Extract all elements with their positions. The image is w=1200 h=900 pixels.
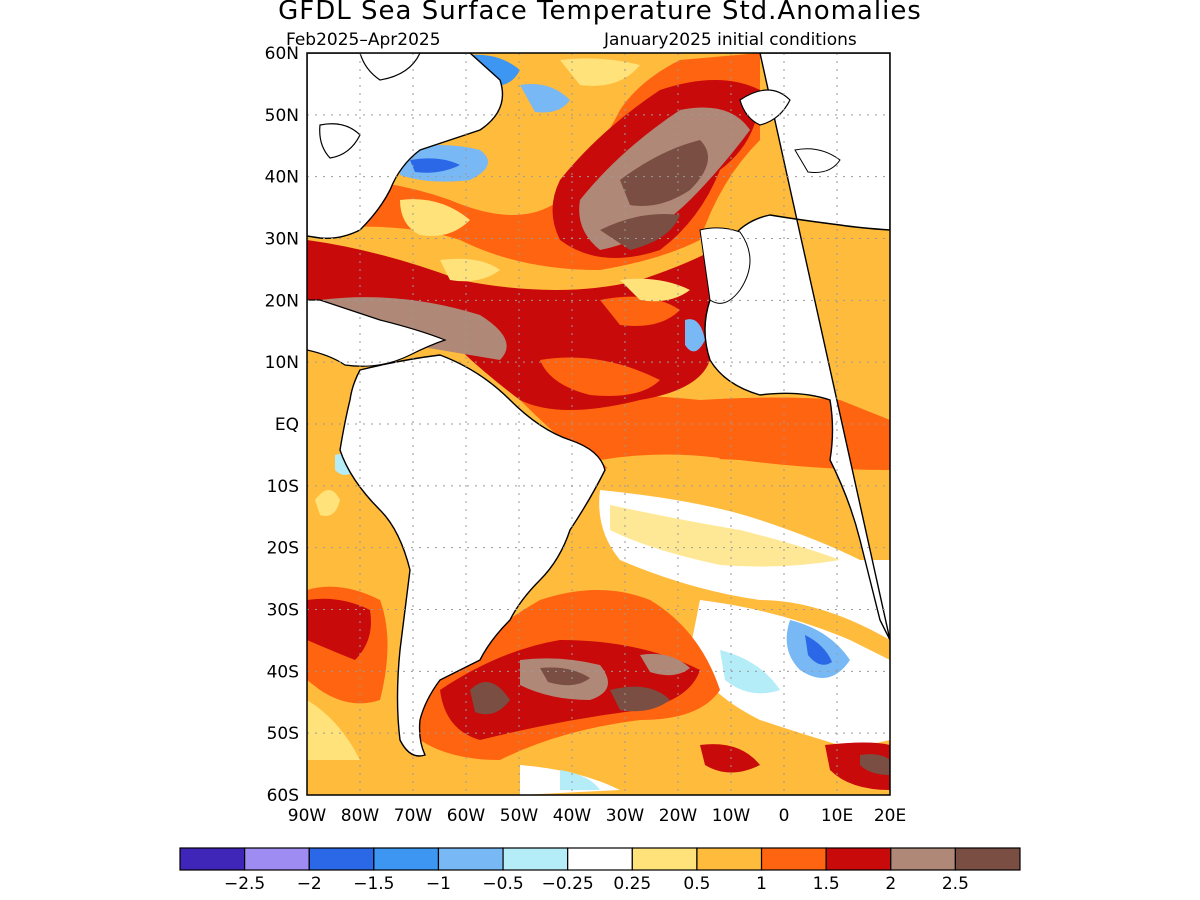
color-bar: −2.5 −2 −1.5 −1 −0.5 −0.25 0.25 0.5 1 1.5 2 2.5 bbox=[179, 847, 1021, 894]
lon-tick-label: 70W bbox=[394, 806, 433, 826]
color-bar-swatch bbox=[437, 847, 504, 871]
lat-tick-label: 50N bbox=[265, 106, 299, 126]
lon-tick-label: 10E bbox=[821, 806, 853, 826]
lat-tick-label: EQ bbox=[275, 415, 299, 435]
color-bar-swatch bbox=[373, 847, 440, 871]
longitude-axis: 90W 80W 70W 60W 50W 40W 30W 20W 10W 0 10E 20E bbox=[288, 806, 906, 826]
lat-tick-label: 20S bbox=[267, 539, 299, 559]
lon-tick-label: 90W bbox=[288, 806, 327, 826]
latitude-axis: 60N 50N 40N 30N 20N 10N EQ 10S 20S 30S 40S 50S 60S bbox=[265, 44, 299, 806]
color-bar-label: −1 bbox=[426, 874, 451, 894]
lat-tick-label: 40S bbox=[267, 662, 299, 682]
lat-tick-label: 10N bbox=[265, 353, 299, 373]
initial-conditions: January2025 initial conditions bbox=[604, 30, 857, 50]
color-bar-label: −2 bbox=[297, 874, 322, 894]
color-bar-swatch bbox=[954, 847, 1021, 871]
color-bar-label: −1.5 bbox=[353, 874, 394, 894]
lat-lon-grid bbox=[307, 53, 890, 795]
map-field bbox=[307, 53, 890, 795]
color-bar-label: −0.25 bbox=[542, 874, 594, 894]
lat-tick-label: 30N bbox=[265, 230, 299, 250]
lon-tick-label: 50W bbox=[500, 806, 539, 826]
lon-tick-label: 80W bbox=[341, 806, 380, 826]
lat-tick-label: 20N bbox=[265, 291, 299, 311]
lon-tick-label: 10W bbox=[712, 806, 751, 826]
lat-tick-label: 30S bbox=[267, 601, 299, 621]
lat-tick-label: 40N bbox=[265, 168, 299, 188]
color-bar-label: 1 bbox=[756, 874, 767, 894]
color-bar-swatch bbox=[308, 847, 375, 871]
color-bar-label: 0.5 bbox=[683, 874, 710, 894]
color-bar-swatch bbox=[179, 847, 246, 871]
color-bar-swatch bbox=[890, 847, 956, 871]
lat-tick-label: 10S bbox=[267, 477, 299, 497]
color-bar-label: −2.5 bbox=[224, 874, 265, 894]
lon-tick-label: 30W bbox=[606, 806, 645, 826]
color-bar-swatch bbox=[760, 847, 827, 871]
color-bar-swatch bbox=[502, 847, 569, 871]
color-bar-swatch bbox=[567, 847, 633, 871]
color-bar-label: 1.5 bbox=[813, 874, 840, 894]
color-bar-swatch bbox=[244, 847, 310, 871]
lon-tick-label: 40W bbox=[553, 806, 592, 826]
lat-tick-label: 60N bbox=[265, 44, 299, 64]
lon-tick-label: 20W bbox=[659, 806, 698, 826]
color-bar-swatch bbox=[825, 847, 892, 871]
color-bar-label: 2 bbox=[885, 874, 896, 894]
lon-tick-label: 20E bbox=[874, 806, 906, 826]
map-title: GFDL Sea Surface Temperature Std.Anomali… bbox=[278, 0, 922, 26]
color-bar-swatch bbox=[631, 847, 698, 871]
color-bar-label: −0.5 bbox=[482, 874, 523, 894]
color-bar-label: 0.25 bbox=[613, 874, 651, 894]
color-bar-label: 2.5 bbox=[942, 874, 969, 894]
forecast-period: Feb2025–Apr2025 bbox=[286, 30, 441, 50]
lon-tick-label: 60W bbox=[447, 806, 486, 826]
color-bar-swatch bbox=[696, 847, 763, 871]
lat-tick-label: 50S bbox=[267, 724, 299, 744]
lon-tick-label: 0 bbox=[779, 806, 790, 826]
lat-tick-label: 60S bbox=[267, 786, 299, 806]
map-frame bbox=[306, 52, 891, 796]
